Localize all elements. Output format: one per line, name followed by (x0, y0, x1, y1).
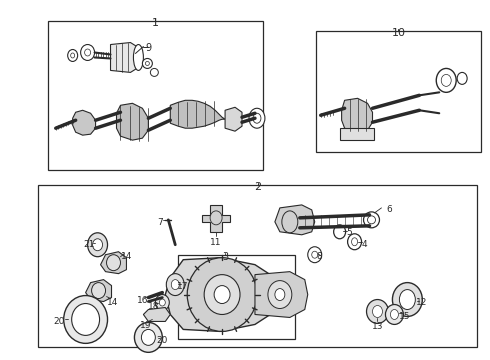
Ellipse shape (457, 72, 467, 84)
Ellipse shape (71, 53, 74, 58)
Text: 12: 12 (416, 298, 427, 307)
Ellipse shape (352, 238, 358, 246)
Text: 2: 2 (254, 182, 262, 192)
Text: 13: 13 (372, 323, 383, 332)
Ellipse shape (81, 45, 95, 60)
Ellipse shape (268, 280, 292, 309)
Text: 21: 21 (83, 240, 94, 249)
Ellipse shape (85, 49, 91, 56)
Ellipse shape (166, 274, 184, 296)
Ellipse shape (172, 280, 179, 289)
Ellipse shape (133, 45, 144, 71)
Text: 7: 7 (157, 218, 163, 227)
Bar (38, 185, 477, 347)
Text: 5: 5 (347, 228, 352, 237)
Text: 19: 19 (140, 321, 151, 330)
Polygon shape (342, 98, 372, 132)
Ellipse shape (249, 108, 265, 128)
Bar (340, 128, 374, 140)
Polygon shape (202, 205, 230, 232)
Polygon shape (86, 280, 112, 302)
Ellipse shape (308, 247, 322, 263)
Ellipse shape (391, 310, 398, 319)
Bar (48, 21, 263, 170)
Ellipse shape (441, 75, 451, 86)
Polygon shape (225, 107, 242, 131)
Bar (316, 31, 481, 152)
Ellipse shape (214, 285, 230, 303)
Ellipse shape (364, 212, 379, 228)
Ellipse shape (210, 211, 222, 225)
Polygon shape (100, 252, 126, 274)
Text: 14: 14 (121, 252, 132, 261)
Ellipse shape (146, 62, 149, 66)
Polygon shape (165, 258, 280, 332)
Ellipse shape (386, 305, 403, 324)
Text: 6: 6 (387, 205, 392, 214)
Ellipse shape (142, 329, 155, 345)
Text: 15: 15 (399, 312, 410, 321)
Text: 3: 3 (222, 252, 228, 262)
Ellipse shape (392, 283, 422, 316)
Ellipse shape (88, 233, 107, 257)
Bar (178, 255, 295, 339)
Ellipse shape (368, 216, 375, 224)
Ellipse shape (143, 58, 152, 68)
Ellipse shape (204, 275, 240, 315)
Text: 18: 18 (147, 302, 159, 311)
Polygon shape (73, 110, 96, 135)
Ellipse shape (367, 300, 389, 323)
Ellipse shape (72, 303, 99, 336)
Text: 17: 17 (176, 282, 188, 291)
Text: 20: 20 (157, 336, 168, 345)
Text: 20: 20 (53, 318, 64, 327)
Ellipse shape (253, 113, 261, 123)
Polygon shape (144, 307, 171, 321)
Text: 8: 8 (317, 252, 322, 261)
Ellipse shape (347, 234, 362, 250)
Ellipse shape (334, 225, 345, 239)
Polygon shape (171, 100, 225, 128)
Ellipse shape (159, 299, 165, 306)
Ellipse shape (399, 289, 416, 310)
Text: 9: 9 (146, 42, 151, 53)
Ellipse shape (275, 289, 285, 301)
Text: 4: 4 (362, 240, 368, 249)
Ellipse shape (150, 68, 158, 76)
Ellipse shape (93, 239, 102, 251)
Ellipse shape (436, 68, 456, 92)
Ellipse shape (187, 258, 257, 332)
Ellipse shape (155, 294, 169, 310)
Text: 16: 16 (137, 296, 148, 305)
Polygon shape (111, 42, 138, 72)
Text: 10: 10 (392, 28, 405, 37)
Polygon shape (275, 205, 315, 235)
Text: 11: 11 (210, 238, 222, 247)
Ellipse shape (312, 251, 318, 258)
Ellipse shape (64, 296, 107, 343)
Ellipse shape (372, 306, 383, 318)
Polygon shape (255, 272, 308, 318)
Ellipse shape (282, 211, 298, 233)
Ellipse shape (134, 323, 162, 352)
Text: 14: 14 (107, 298, 118, 307)
Polygon shape (117, 103, 148, 140)
Text: 1: 1 (152, 18, 159, 28)
Ellipse shape (68, 50, 77, 62)
Ellipse shape (92, 283, 105, 298)
Ellipse shape (106, 255, 121, 271)
